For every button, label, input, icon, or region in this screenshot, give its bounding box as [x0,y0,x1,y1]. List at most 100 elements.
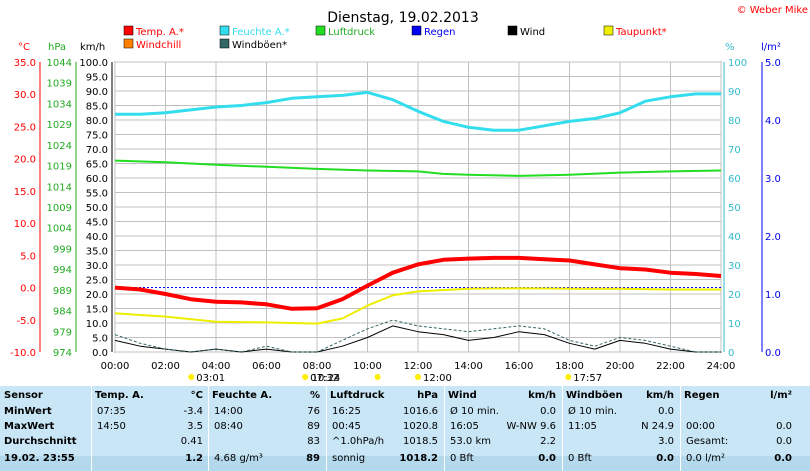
table-value: 1018.2 [399,453,438,464]
humidity-tick-label: 10 [728,319,741,330]
column-separator [326,386,327,471]
table-cell: 14:00 [214,406,243,417]
table-value: 3.5 [187,421,203,432]
table-value: 83 [307,436,320,447]
table-cell: ^1.0hPa/h [332,436,385,447]
temp-tick-label: 10.0 [14,219,36,230]
table-value: 0.41 [180,436,203,447]
pressure-tick-label: 994 [53,265,72,276]
column-separator [444,386,445,471]
pressure-tick-label: 1004 [47,224,72,235]
table-value: 0.0 [776,421,792,432]
row-label: 19.02. 23:55 [4,453,75,464]
table-value: 89 [307,421,320,432]
time-marker-label: 12:00 [423,373,452,384]
legend-swatch [411,25,422,36]
humidity-tick-label: 90 [728,87,741,98]
chart-grid [114,61,722,353]
wind-tick-label: 10.0 [86,319,108,330]
table-value: 1.2 [185,453,203,464]
table-unit: °C [190,390,203,401]
sun-marker [188,374,195,380]
temp-tick-label: 20.0 [14,155,36,166]
table-cell: 14:50 [97,421,126,432]
time-marker-label: 17:57 [573,373,602,384]
axis-units: °C hPa km/h % l/m² [18,42,781,53]
table-cell: 0 Bft [450,453,474,464]
column-separator [208,386,209,471]
legend-label: Wind [520,27,545,38]
table-cell: 53.0 km [450,436,491,447]
time-tick-label: 24:00 [707,361,736,372]
chart-series [114,90,722,353]
pressure-tick-label: 989 [53,286,72,297]
chart-title: Dienstag, 19.02.2013 [327,10,478,26]
rain-tick-label: 1.0 [765,290,781,301]
time-tick-label: 22:00 [656,361,685,372]
wind-tick-label: 40.0 [86,232,108,243]
table-value: 1018.5 [403,436,438,447]
table-value: 2.2 [540,436,556,447]
table-value: N 24.9 [641,421,674,432]
time-tick-label: 06:00 [252,361,281,372]
pressure-tick-label: 1034 [47,99,72,110]
table-value: W-NW 9.6 [506,421,556,432]
wind-tick-label: 20.0 [86,290,108,301]
wind-tick-label: 30.0 [86,261,108,272]
rain-tick-label: 5.0 [765,58,781,69]
wind-tick-label: 55.0 [86,189,108,200]
sun-marker [374,374,381,380]
wind-tick-label: 100.0 [79,58,108,69]
table-value: 1016.6 [403,406,438,417]
pressure-tick-label: 974 [53,348,72,359]
series-line [114,325,721,353]
legend-label: Regen [424,27,456,38]
row-label: MaxWert [4,421,55,432]
wind-tick-label: 70.0 [86,145,108,156]
time-tick-label: 00:00 [101,361,130,372]
legend-swatch [315,25,326,36]
table-header: Windböen [566,390,623,401]
time-tick-label: 14:00 [454,361,483,372]
time-tick-label: 04:00 [202,361,231,372]
statistics-table: Sensor Temp. A. °C Feuchte A.% Luftdruck hPa W… [0,386,810,471]
time-marker-label: 10:24 [312,373,341,384]
humidity-tick-label: 30 [728,261,741,272]
table-value: 0.0 [656,453,674,464]
pressure-tick-label: 999 [53,244,72,255]
wind-unit: km/h [80,42,105,53]
temp-tick-label: 5.0 [20,251,36,262]
table-cell: sonnig [332,453,366,464]
table-value: 0.0 [538,453,556,464]
temp-unit: °C [18,42,30,53]
table-unit: l/m² [770,390,792,401]
column-separator [680,386,681,471]
table-cell: 07:35 [97,406,126,417]
pressure-tick-label: 1009 [47,203,72,214]
table-cell: 16:25 [332,406,361,417]
chart-legend: Temp. A.* Feuchte A.* Luftdruck Regen Wind Ta… [123,25,667,51]
wind-tick-label: 25.0 [86,276,108,287]
wind-tick-label: 90.0 [86,87,108,98]
humidity-tick-label: 100 [728,58,747,69]
legend-label: Taupunkt* [615,27,667,38]
pressure-tick-label: 1019 [47,162,72,173]
table-cell: 0.0 l/m² [686,453,725,464]
table-cell: 4.68 g/m³ [214,453,263,464]
time-tick-label: 20:00 [606,361,635,372]
rain-unit: l/m² [761,42,781,53]
table-unit: km/h [646,390,674,401]
legend-swatch [507,25,518,36]
humidity-tick-label: 0 [728,348,734,359]
table-value: 3.0 [658,436,674,447]
rain-tick-label: 0.0 [765,348,781,359]
humidity-tick-label: 40 [728,232,741,243]
wind-tick-label: 35.0 [86,247,108,258]
humidity-tick-label: 70 [728,145,741,156]
sun-marker [302,374,309,380]
series-line [114,255,722,311]
row-label: Durchschnitt [4,436,77,447]
row-label: MinWert [4,406,52,417]
humidity-tick-label: 20 [728,290,741,301]
table-value: 0.0 [658,406,674,417]
